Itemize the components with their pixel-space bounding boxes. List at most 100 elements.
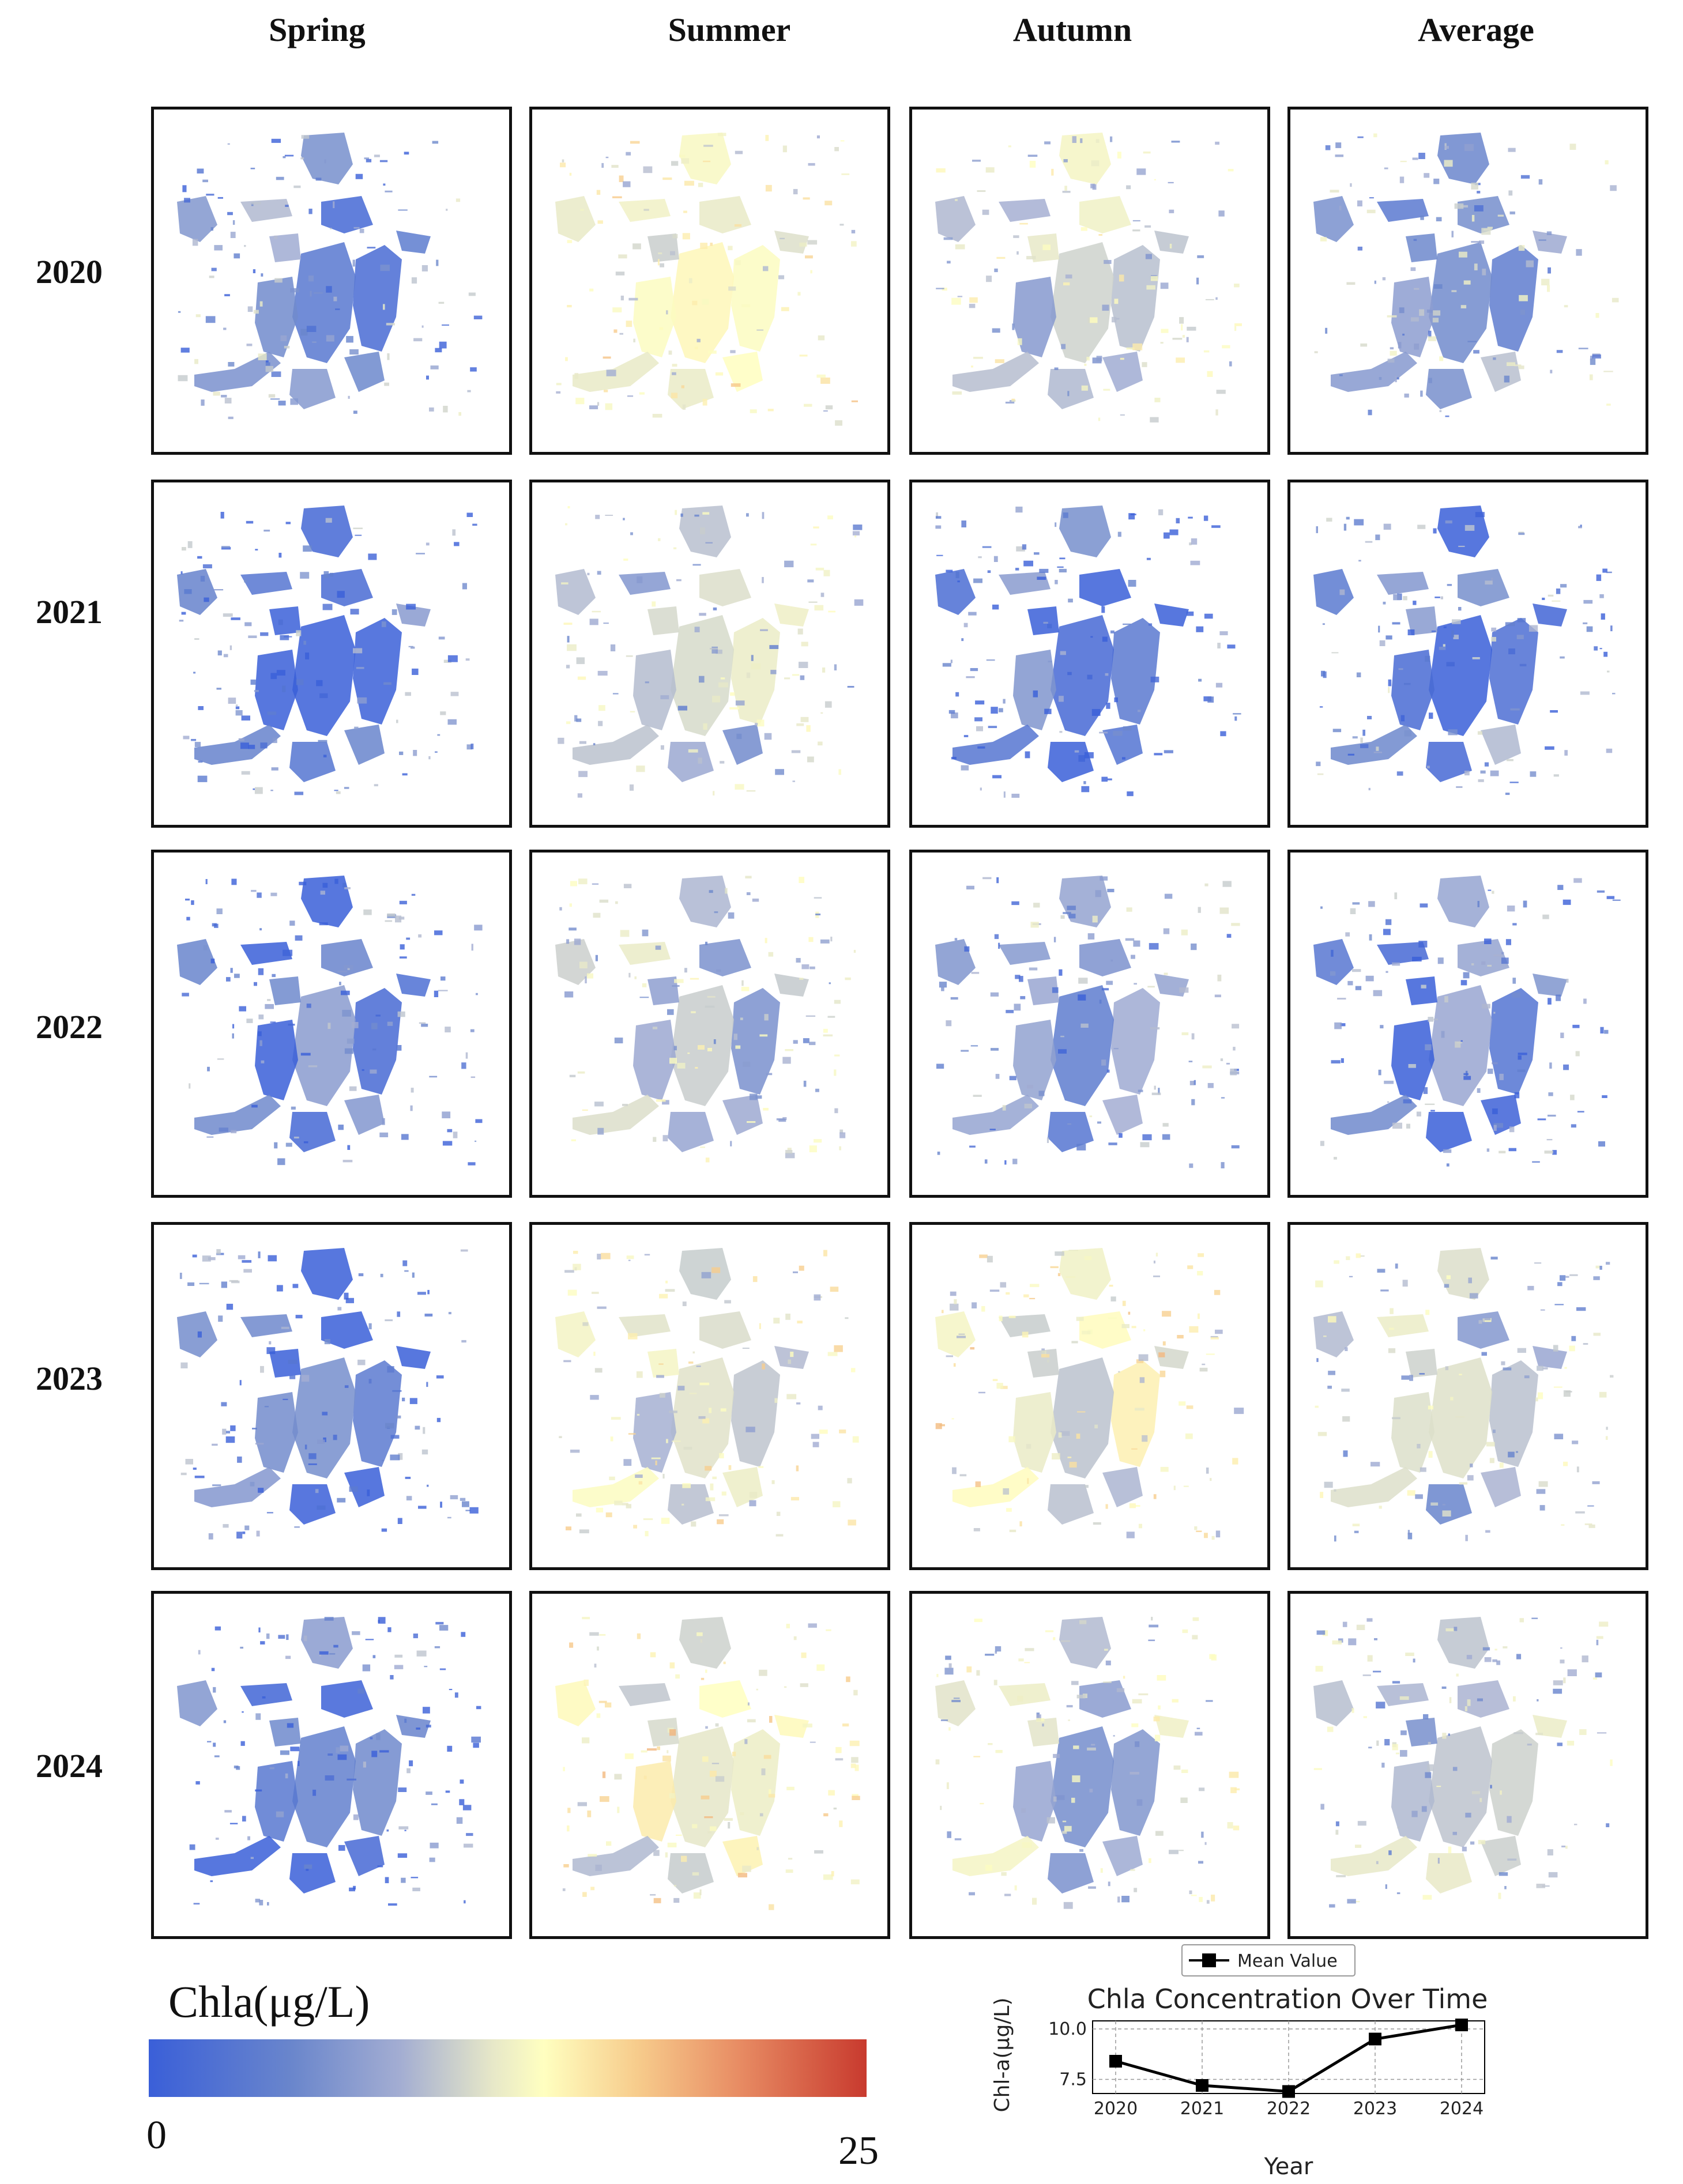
pond bbox=[294, 791, 304, 795]
water-body bbox=[555, 939, 596, 985]
pond bbox=[721, 1491, 726, 1496]
pond bbox=[1064, 1825, 1072, 1832]
pond bbox=[610, 1436, 613, 1442]
pond bbox=[1491, 627, 1497, 632]
pond bbox=[950, 997, 958, 1000]
pond bbox=[1162, 1123, 1169, 1127]
pond bbox=[312, 1789, 317, 1796]
pond bbox=[1388, 686, 1390, 693]
pond bbox=[567, 240, 573, 243]
pond bbox=[691, 1521, 696, 1527]
pond bbox=[1376, 1740, 1379, 1746]
pond bbox=[1465, 1534, 1468, 1541]
pond bbox=[182, 547, 186, 551]
water-body bbox=[1051, 615, 1114, 736]
pond bbox=[606, 369, 616, 376]
pond bbox=[438, 301, 445, 304]
pond bbox=[1013, 235, 1019, 238]
map-panel-autumn-2020 bbox=[909, 107, 1270, 455]
pond bbox=[820, 378, 830, 384]
pond bbox=[432, 141, 439, 144]
pond bbox=[946, 1020, 952, 1027]
pond bbox=[387, 1021, 393, 1026]
pond bbox=[803, 1080, 807, 1087]
pond bbox=[1538, 179, 1543, 185]
water-body bbox=[177, 1311, 217, 1357]
pond bbox=[253, 788, 255, 790]
pond bbox=[1148, 1639, 1155, 1642]
map-panel-spring-2022 bbox=[151, 850, 512, 1198]
pond bbox=[186, 916, 190, 921]
pond bbox=[1019, 222, 1028, 225]
pond bbox=[975, 700, 985, 705]
pond bbox=[1384, 1739, 1390, 1746]
pond bbox=[839, 1132, 846, 1138]
pond bbox=[698, 1045, 705, 1050]
pond bbox=[435, 348, 442, 353]
pond bbox=[1587, 1505, 1594, 1507]
pond bbox=[230, 1425, 236, 1431]
pond bbox=[1024, 1103, 1032, 1108]
pond bbox=[1512, 993, 1521, 998]
pond bbox=[940, 1719, 948, 1721]
pond bbox=[1360, 343, 1368, 347]
pond bbox=[1110, 1296, 1116, 1302]
pond bbox=[221, 1281, 227, 1288]
pond bbox=[1113, 731, 1123, 736]
pond bbox=[193, 1903, 200, 1905]
pond bbox=[1417, 525, 1426, 529]
pond bbox=[1027, 1084, 1033, 1089]
pond bbox=[470, 367, 477, 372]
pond bbox=[197, 168, 204, 173]
pond bbox=[1444, 160, 1453, 167]
water-body bbox=[1051, 985, 1114, 1106]
pond bbox=[818, 335, 825, 341]
pond bbox=[470, 744, 474, 749]
pond bbox=[411, 893, 416, 896]
pond bbox=[935, 516, 942, 519]
pond bbox=[662, 177, 672, 180]
pond bbox=[1158, 1705, 1161, 1710]
pond bbox=[198, 760, 203, 763]
water-body bbox=[722, 1095, 763, 1135]
pond bbox=[1169, 243, 1172, 248]
pond bbox=[1177, 1335, 1184, 1339]
pond bbox=[1413, 601, 1417, 605]
pond bbox=[1218, 210, 1225, 217]
pond bbox=[1195, 1732, 1203, 1736]
pond bbox=[1383, 929, 1391, 936]
pond bbox=[1423, 1714, 1429, 1719]
pond bbox=[630, 711, 635, 712]
pond bbox=[1428, 1451, 1433, 1458]
pond bbox=[596, 1713, 601, 1718]
pond bbox=[1044, 708, 1052, 714]
pond bbox=[310, 291, 312, 297]
pond bbox=[337, 591, 345, 598]
pond bbox=[799, 877, 804, 883]
pond bbox=[1436, 217, 1442, 221]
pond bbox=[1320, 1141, 1324, 1146]
pond bbox=[633, 1525, 637, 1529]
pond bbox=[563, 1767, 565, 1771]
water-body bbox=[731, 1360, 780, 1467]
pond bbox=[384, 382, 389, 386]
pond bbox=[712, 1476, 717, 1480]
pond bbox=[250, 1481, 255, 1487]
pond bbox=[942, 288, 947, 291]
pond bbox=[223, 613, 233, 617]
pond bbox=[1368, 901, 1375, 907]
pond bbox=[1159, 1370, 1166, 1378]
pond bbox=[365, 1639, 374, 1640]
pond bbox=[1164, 893, 1173, 899]
pond bbox=[410, 1105, 413, 1111]
pond bbox=[253, 310, 259, 314]
pond bbox=[1210, 1336, 1218, 1338]
pond bbox=[1471, 214, 1475, 222]
pond bbox=[304, 1864, 312, 1869]
pond bbox=[1138, 710, 1141, 712]
water-body bbox=[1489, 1729, 1538, 1836]
pond bbox=[1315, 1280, 1323, 1288]
pond bbox=[578, 878, 588, 885]
pond bbox=[1412, 157, 1418, 160]
pond bbox=[1583, 599, 1593, 604]
